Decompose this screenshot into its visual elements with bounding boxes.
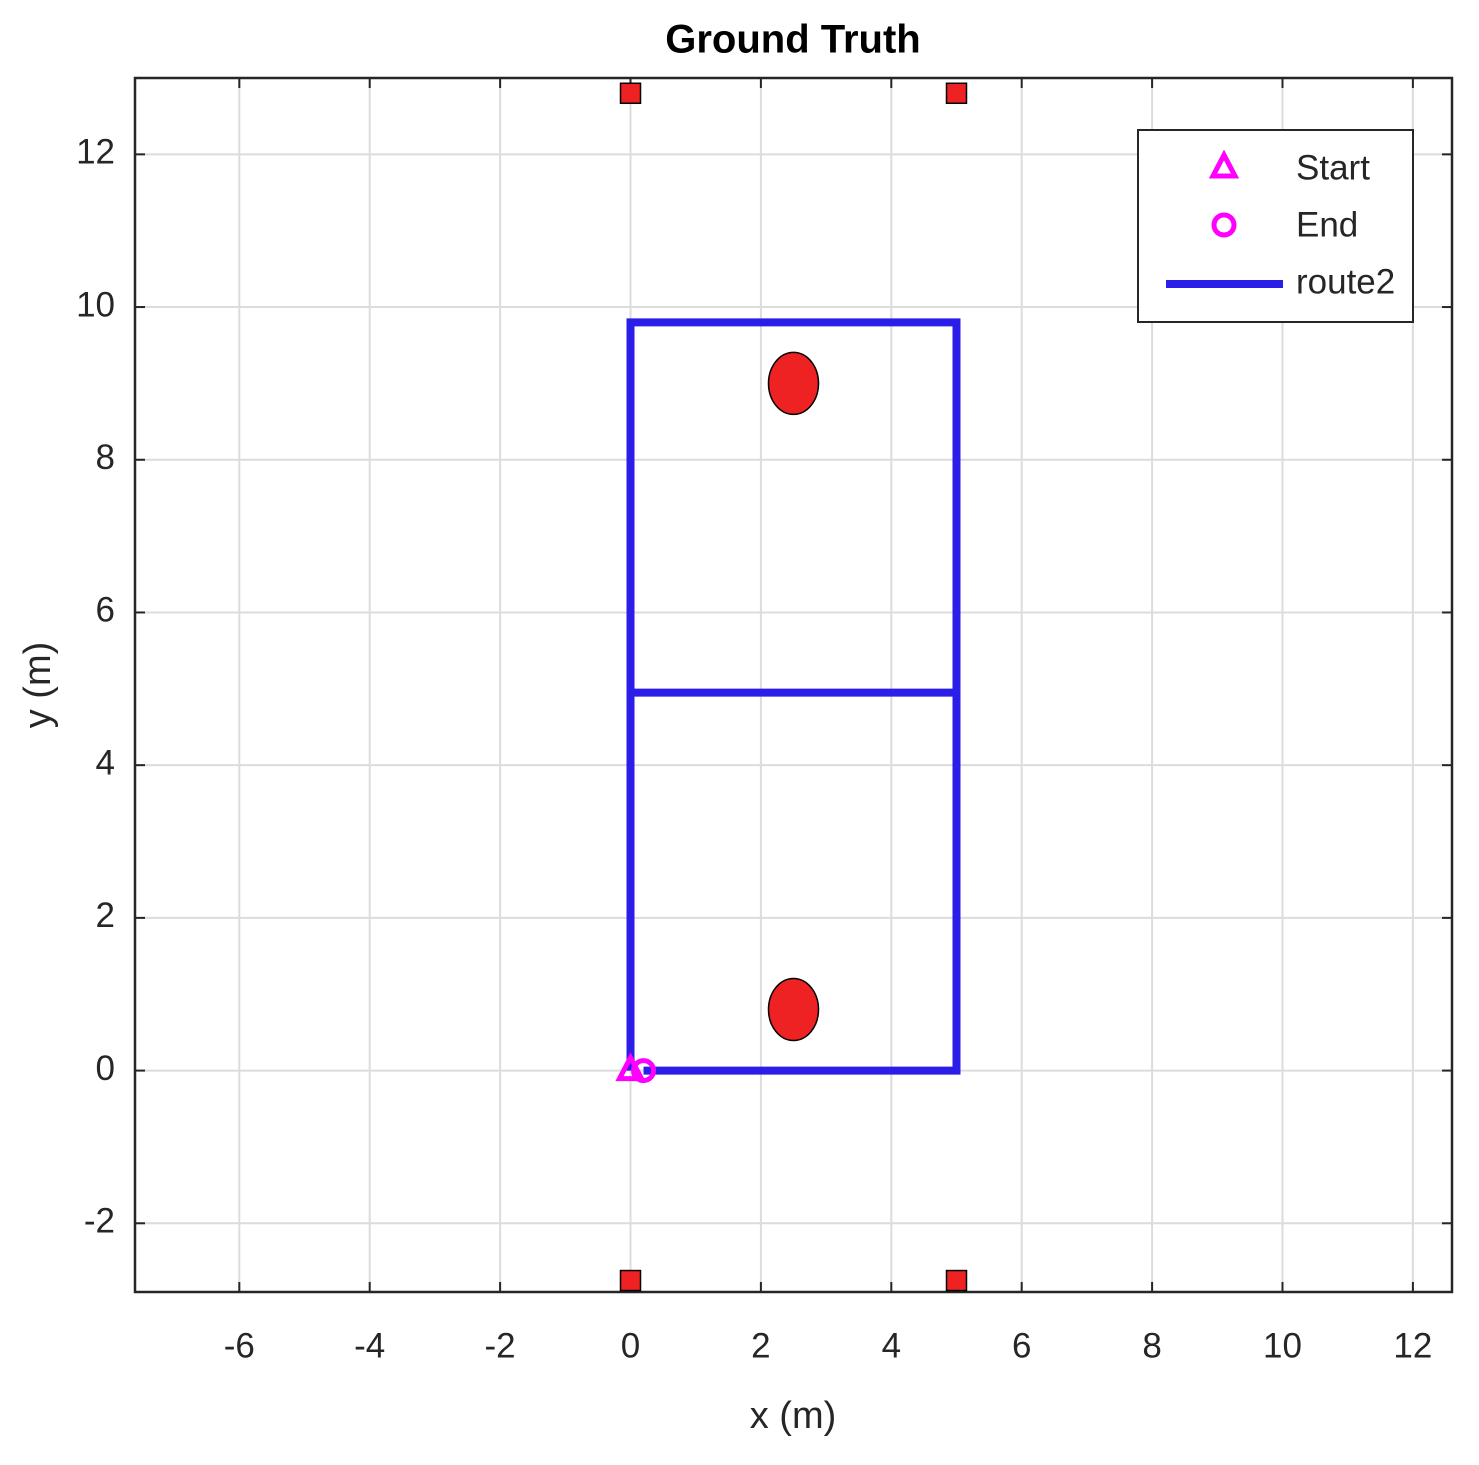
x-axis-label: x (m)	[750, 1395, 837, 1437]
chart-title: Ground Truth	[665, 18, 921, 62]
obstacle-marker	[767, 351, 820, 416]
y-tick-label: 12	[76, 133, 115, 172]
x-tick-label: 10	[1263, 1326, 1302, 1365]
legend-label: route2	[1296, 262, 1395, 301]
anchor-marker	[619, 1269, 642, 1292]
y-tick-label: 0	[96, 1049, 115, 1088]
x-tick-label: 0	[621, 1326, 640, 1365]
y-axis-label: y (m)	[17, 642, 59, 729]
y-tick-label: 4	[96, 743, 115, 782]
x-tick-label: -6	[224, 1326, 255, 1365]
y-tick-label: 10	[76, 285, 115, 324]
anchor-marker	[945, 1269, 968, 1292]
end-marker	[631, 1058, 657, 1084]
legend-label: Start	[1296, 148, 1370, 187]
axes-box	[133, 76, 1454, 1294]
x-tick-label: 6	[1012, 1326, 1031, 1365]
x-tick-label: 8	[1142, 1326, 1161, 1365]
y-tick-label: 8	[96, 438, 115, 477]
x-tick-label: -2	[485, 1326, 516, 1365]
anchor-marker	[945, 82, 968, 105]
x-tick-label: -4	[354, 1326, 385, 1365]
route-line	[626, 318, 961, 1075]
legend-label: End	[1296, 205, 1358, 244]
y-tick-label: 2	[96, 896, 115, 935]
start-marker	[1208, 149, 1240, 179]
y-tick-label: 6	[96, 591, 115, 630]
obstacle-marker	[767, 977, 820, 1042]
legend-box	[1137, 129, 1414, 323]
x-tick-label: 2	[751, 1326, 770, 1365]
x-tick-label: 4	[882, 1326, 901, 1365]
x-tick-label: 12	[1393, 1326, 1432, 1365]
end-marker	[1211, 212, 1237, 238]
anchor-marker	[619, 82, 642, 105]
y-tick-label: -2	[84, 1202, 115, 1241]
